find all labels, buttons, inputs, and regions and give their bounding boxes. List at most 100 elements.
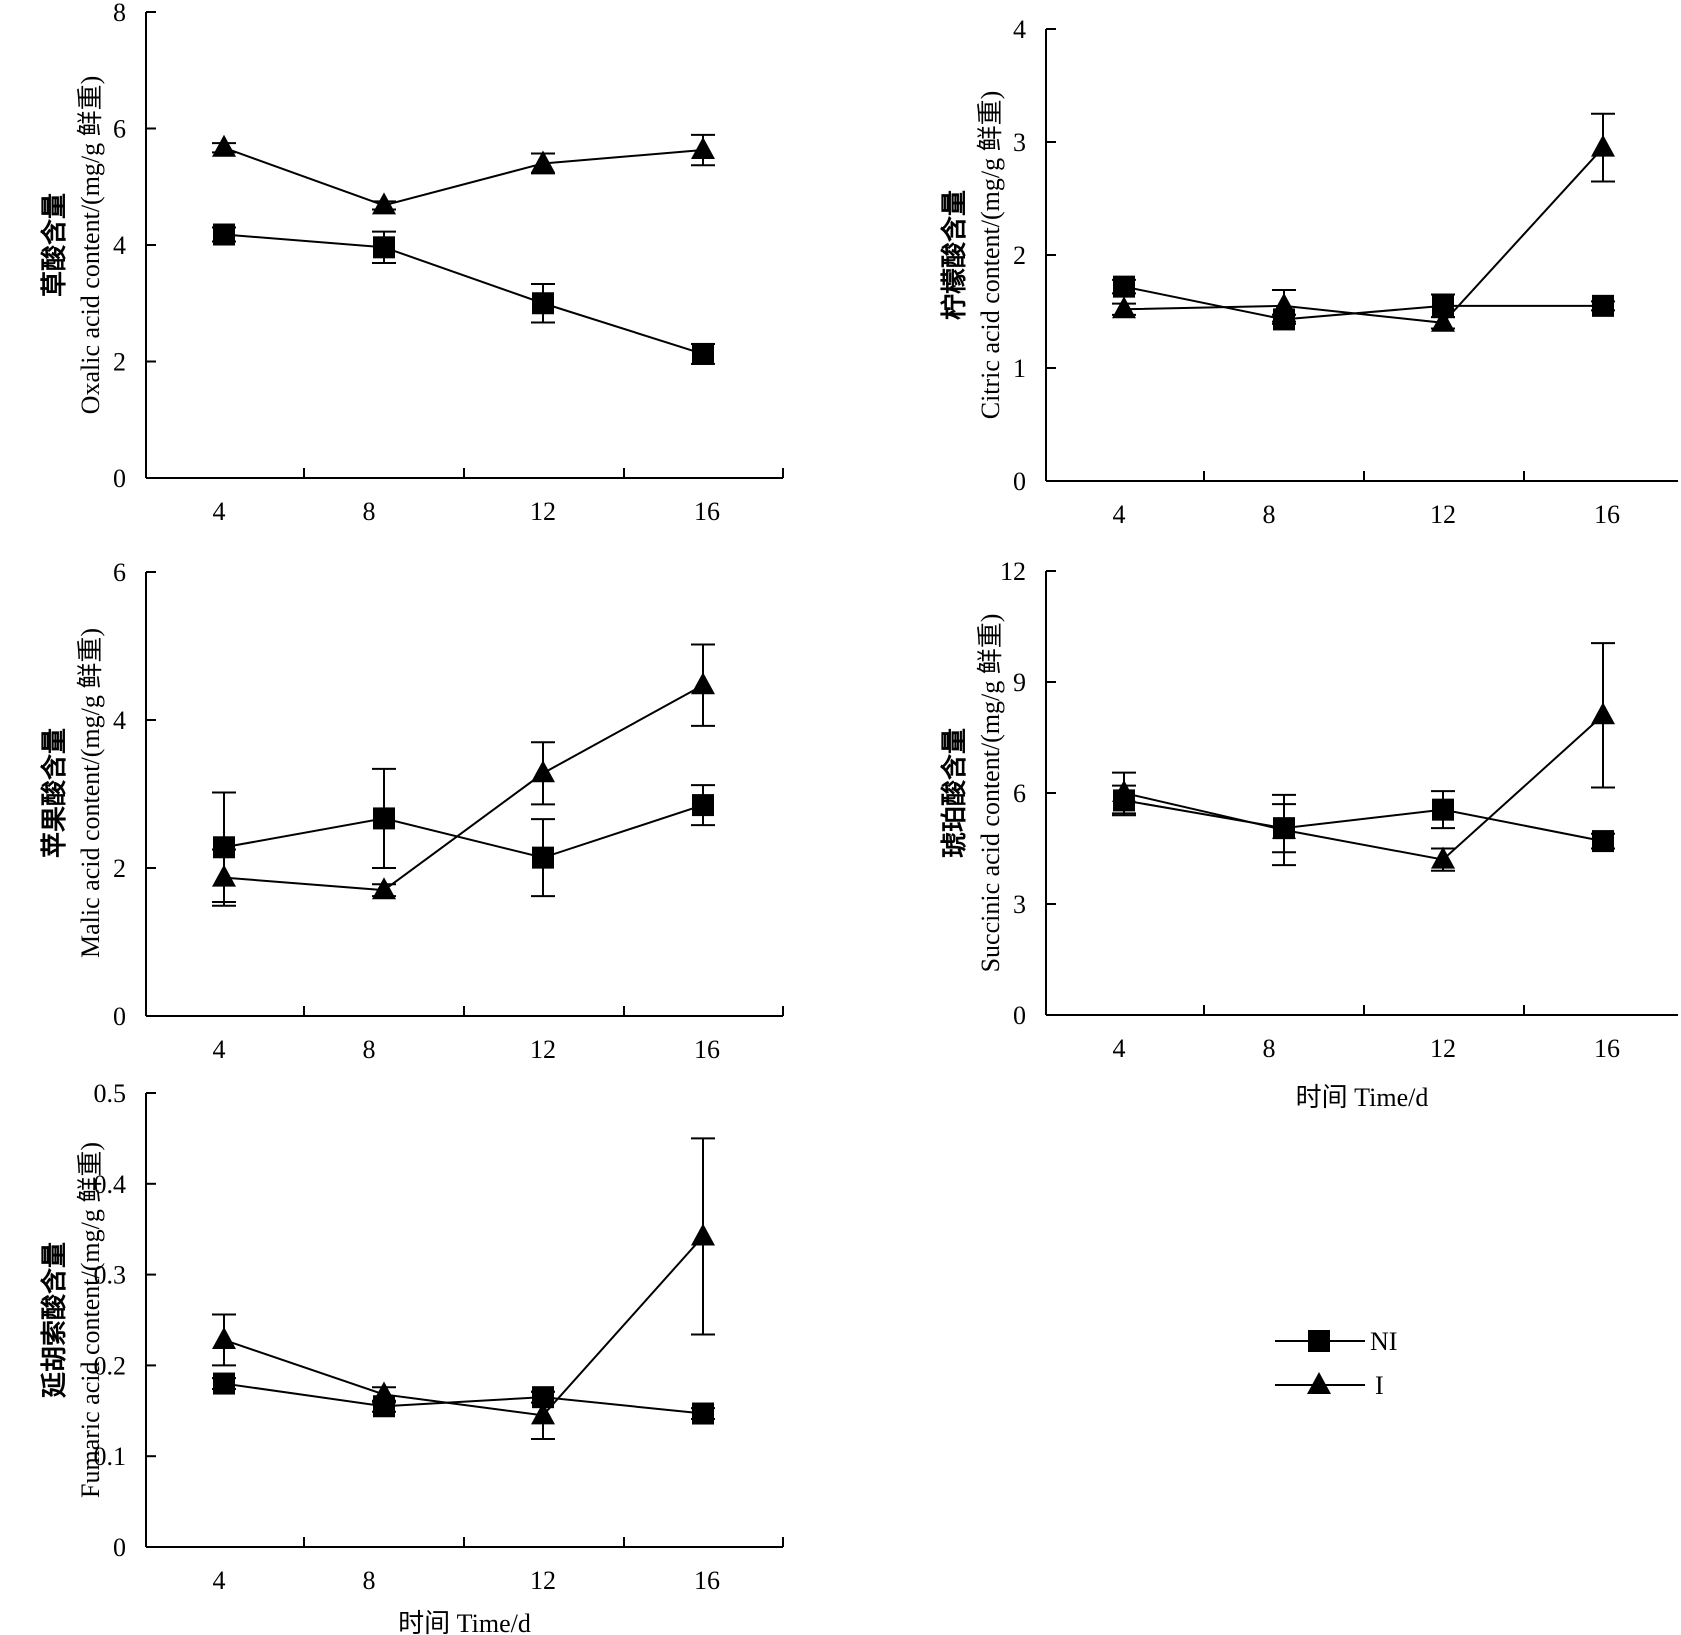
legend-marker-ni xyxy=(1308,1330,1330,1352)
x-tick-label: 16 xyxy=(694,1566,720,1595)
y-tick-label: 8 xyxy=(113,0,126,27)
series-line xyxy=(1123,714,1604,861)
y-axis-label-en: Fumaric acid content/(mg/g 鲜重) xyxy=(76,1142,105,1498)
y-tick-label: 0.4 xyxy=(94,1170,127,1199)
series-line xyxy=(223,233,704,355)
y-tick-label: 0 xyxy=(113,464,126,493)
y-tick-label: 0 xyxy=(113,1002,126,1031)
data-point xyxy=(213,836,235,859)
y-tick-label: 12 xyxy=(1000,557,1026,586)
data-point xyxy=(692,342,714,365)
y-tick-label: 2 xyxy=(113,348,126,377)
series-line xyxy=(223,1235,704,1417)
chart-panel-1: 0 2 4 6 8 4 8 12 16 草酸含量 Oxalic acid content/(mg/g… xyxy=(39,0,784,526)
data-point xyxy=(1272,292,1296,315)
y-axis-label: 琥珀酸含量 Succinic acid content/(mg/g 鲜重) xyxy=(939,614,1005,973)
data-point xyxy=(691,137,715,160)
series-line xyxy=(1123,285,1603,321)
data-point xyxy=(373,807,395,830)
y-tick-label: 6 xyxy=(113,558,126,587)
series-ni xyxy=(212,767,715,904)
x-tick-label: 16 xyxy=(694,1035,720,1064)
legend-marker-i xyxy=(1307,1372,1331,1394)
x-tick-label: 4 xyxy=(213,497,226,526)
data-point xyxy=(372,1381,396,1404)
y-tick-label: 9 xyxy=(1013,668,1026,697)
data-point xyxy=(691,672,715,695)
series-line xyxy=(1123,146,1604,324)
x-tick-label: 12 xyxy=(530,1566,556,1595)
data-point xyxy=(532,846,554,869)
x-tick-label: 16 xyxy=(694,497,720,526)
x-tick-label: 8 xyxy=(363,1035,376,1064)
data-point xyxy=(531,760,555,783)
y-tick-label: 0 xyxy=(113,1533,126,1562)
x-tick-label: 8 xyxy=(363,1566,376,1595)
data-point xyxy=(212,134,236,157)
data-point xyxy=(1272,817,1296,839)
data-point xyxy=(692,1402,714,1425)
y-tick-label: 0.1 xyxy=(94,1442,127,1471)
y-tick-label: 2 xyxy=(113,854,126,883)
y-axis-label-cn: 苹果酸含量 xyxy=(39,728,69,858)
data-point xyxy=(372,192,396,215)
x-tick-label: 8 xyxy=(363,497,376,526)
y-tick-label: 3 xyxy=(1013,128,1026,157)
y-axis-label-en: Oxalic acid content/(mg/g 鲜重) xyxy=(76,76,105,415)
x-tick-label: 16 xyxy=(1594,1034,1620,1063)
series-i xyxy=(212,1137,715,1440)
data-point xyxy=(1112,296,1136,319)
data-point xyxy=(1112,780,1136,802)
x-tick-label: 4 xyxy=(1113,1034,1126,1063)
x-tick-label: 12 xyxy=(1430,500,1456,529)
series-line xyxy=(223,146,704,207)
series-ni xyxy=(212,1372,715,1425)
chart-panel-3: 0 2 4 6 4 8 12 16 苹果酸含量 Malic acid content/(mg/g … xyxy=(39,558,784,1064)
data-point xyxy=(1591,134,1615,157)
data-point xyxy=(531,150,555,173)
series-line xyxy=(1123,799,1604,843)
y-tick-label: 0.5 xyxy=(94,1079,127,1108)
series-ni xyxy=(1112,275,1615,331)
y-axis-label: 延胡索酸含量 Fumaric acid content/(mg/g 鲜重) xyxy=(39,1142,105,1498)
series-ni xyxy=(212,223,715,365)
y-axis-label-cn: 延胡索酸含量 xyxy=(39,1242,69,1399)
data-point xyxy=(1113,275,1135,298)
x-tick-label: 4 xyxy=(213,1035,226,1064)
data-point xyxy=(531,1402,555,1425)
y-tick-label: 0.2 xyxy=(94,1351,127,1380)
y-axis-label-en: Malic acid content/(mg/g 鲜重) xyxy=(76,628,105,958)
data-point xyxy=(1592,294,1614,317)
x-tick-label: 12 xyxy=(1430,1034,1456,1063)
legend: NI I xyxy=(1275,1327,1397,1400)
series-i xyxy=(212,133,715,215)
y-tick-label: 0 xyxy=(1013,1001,1026,1030)
series-line xyxy=(223,804,704,859)
y-tick-label: 6 xyxy=(113,115,126,144)
data-point xyxy=(213,1372,235,1395)
data-point xyxy=(213,223,235,246)
y-axis-label-cn: 柠檬酸含量 xyxy=(939,190,969,320)
y-tick-label: 0.3 xyxy=(94,1261,127,1290)
x-tick-label: 12 xyxy=(530,497,556,526)
data-point xyxy=(373,236,395,259)
data-point xyxy=(372,877,396,900)
x-tick-label: 8 xyxy=(1263,500,1276,529)
series-line xyxy=(223,1382,704,1415)
chart-panel-4: 0 3 6 9 12 4 8 12 16 琥珀酸含量 Succinic acid content/(… xyxy=(939,557,1678,1112)
y-tick-label: 4 xyxy=(1013,15,1026,44)
legend-label-ni: NI xyxy=(1370,1327,1397,1356)
chart-panel-5: 0 0.1 0.2 0.3 0.4 0.5 4 8 12 16 延胡索酸含量 Fumaric acid… xyxy=(39,1079,784,1635)
data-point xyxy=(212,864,236,887)
data-point xyxy=(532,292,554,315)
data-point xyxy=(1432,294,1454,317)
series-ni xyxy=(1112,784,1615,854)
data-point xyxy=(1431,846,1455,869)
series-i xyxy=(1112,642,1615,872)
y-axis-label-en: Citric acid content/(mg/g 鲜重) xyxy=(976,91,1005,420)
y-tick-label: 4 xyxy=(113,231,126,260)
data-point xyxy=(691,1223,715,1246)
